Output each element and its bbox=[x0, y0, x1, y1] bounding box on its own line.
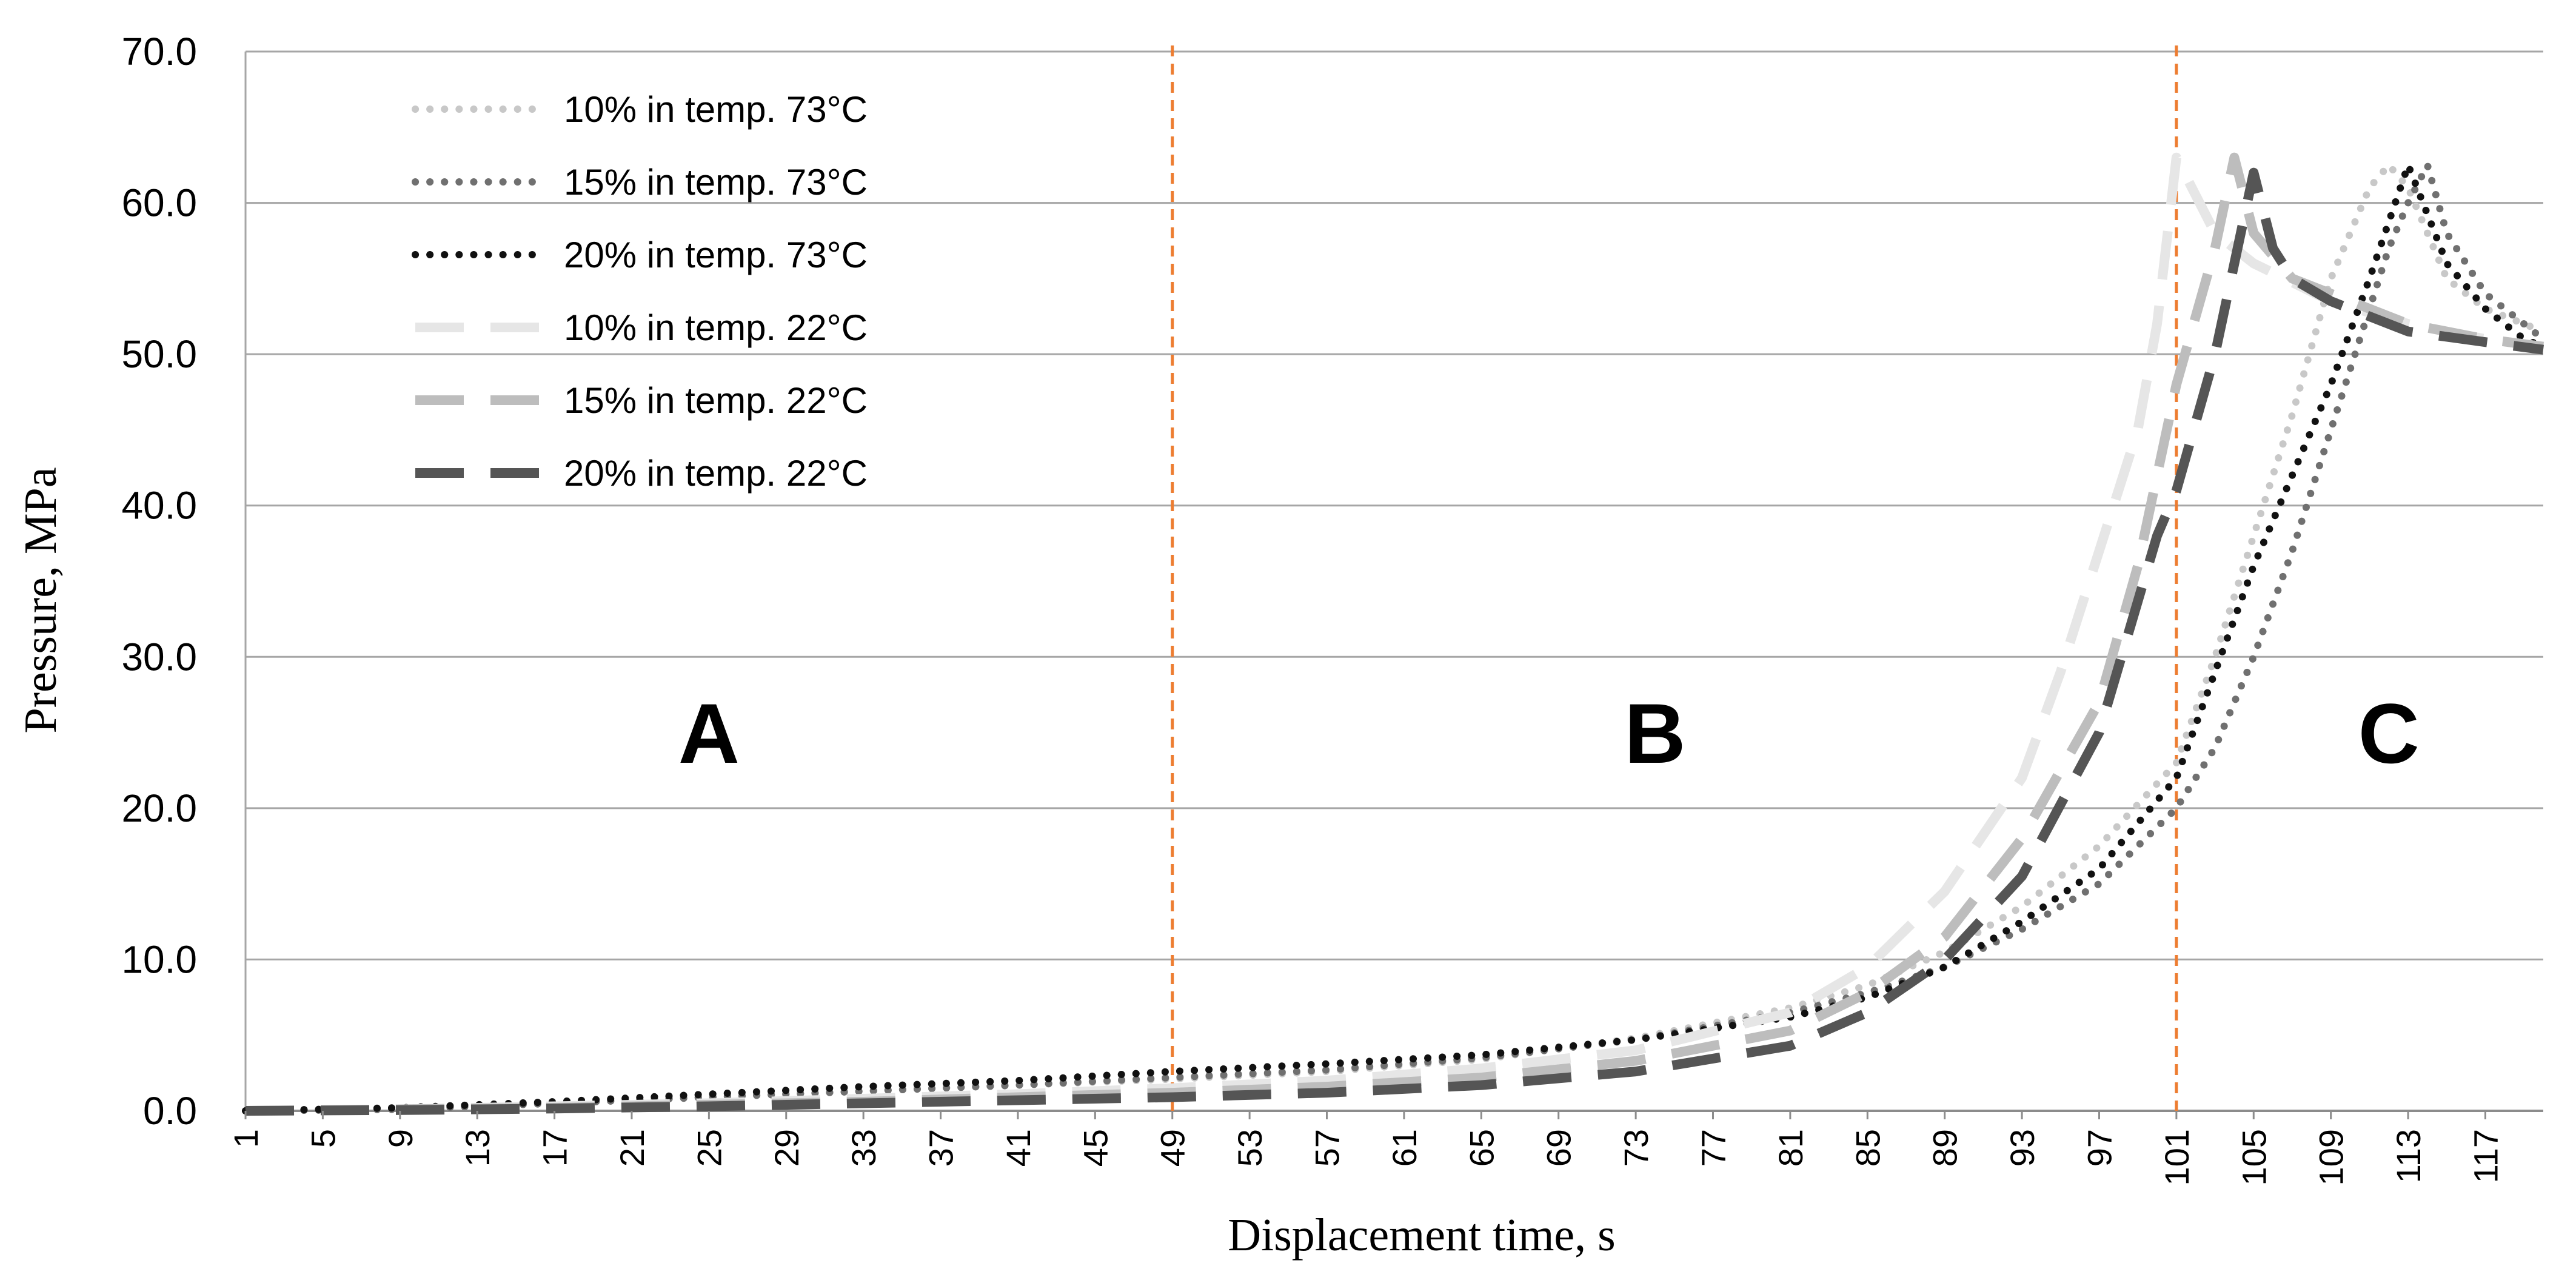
x-tick-label: 29 bbox=[768, 1129, 806, 1167]
x-tick-label: 81 bbox=[1771, 1129, 1810, 1167]
legend-label-4: 10% in temp. 22°C bbox=[564, 307, 868, 348]
y-tick-label: 40.0 bbox=[121, 484, 197, 528]
x-tick-label: 89 bbox=[1926, 1129, 1964, 1167]
x-tick-label: 21 bbox=[613, 1129, 651, 1167]
series-line-6 bbox=[245, 167, 2544, 1116]
region-labels: A B C bbox=[678, 686, 2420, 781]
y-axis-ticks: 0.0 10.0 20.0 30.0 40.0 50.0 60.0 70.0 bbox=[121, 30, 197, 1133]
x-tick-label: 9 bbox=[381, 1129, 420, 1148]
x-tick-label: 101 bbox=[2158, 1129, 2196, 1185]
x-tick-label: 5 bbox=[304, 1129, 342, 1148]
x-tick-label: 77 bbox=[1694, 1129, 1733, 1167]
x-tick-label: 1 bbox=[227, 1129, 265, 1148]
y-tick-label: 20.0 bbox=[121, 786, 197, 830]
x-tick-label: 49 bbox=[1154, 1129, 1192, 1167]
x-tick-label: 105 bbox=[2235, 1129, 2273, 1185]
x-tick-label: 73 bbox=[1617, 1129, 1655, 1167]
x-tick-label: 53 bbox=[1231, 1129, 1269, 1167]
series-group bbox=[242, 152, 2547, 1116]
series-line-3 bbox=[242, 161, 2547, 1114]
y-tick-label: 60.0 bbox=[121, 181, 197, 225]
y-tick-label: 50.0 bbox=[121, 332, 197, 376]
y-tick-label: 70.0 bbox=[121, 30, 197, 73]
series-line-5 bbox=[245, 152, 2544, 1116]
x-tick-label: 109 bbox=[2312, 1129, 2350, 1185]
x-tick-label: 117 bbox=[2466, 1129, 2504, 1183]
x-tick-label: 17 bbox=[536, 1129, 574, 1167]
x-tick-label: 85 bbox=[1848, 1129, 1887, 1167]
gridlines bbox=[246, 50, 2543, 1112]
y-axis-title: Pressure, MPa bbox=[15, 467, 66, 733]
x-tick-label: 25 bbox=[690, 1129, 728, 1167]
series-line-2 bbox=[242, 161, 2547, 1114]
legend: 10% in temp. 73°C 15% in temp. 73°C 20% in… bbox=[412, 89, 868, 494]
x-tick-label: 93 bbox=[2003, 1129, 2041, 1167]
legend-label-3: 20% in temp. 73°C bbox=[564, 235, 868, 275]
legend-label-6: 20% in temp. 22°C bbox=[564, 453, 868, 494]
x-tick-label: 65 bbox=[1462, 1129, 1500, 1167]
x-axis-title: Displacement time, s bbox=[1228, 1210, 1616, 1261]
x-tick-label: 97 bbox=[2080, 1129, 2118, 1167]
y-tick-label: 0.0 bbox=[143, 1089, 197, 1133]
legend-label-2: 15% in temp. 73°C bbox=[564, 162, 868, 203]
region-dividers bbox=[1171, 45, 2178, 1111]
x-axis-ticks: 1 5 9 13 17 21 25 29 33 37 41 45 49 53 57 61 65 69 73 77 81 8… bbox=[227, 1111, 2504, 1185]
region-label-b: B bbox=[1624, 686, 1685, 781]
x-tick-label: 13 bbox=[458, 1129, 497, 1167]
x-tick-label: 41 bbox=[999, 1129, 1037, 1167]
legend-label-1: 10% in temp. 73°C bbox=[564, 89, 868, 130]
x-tick-label: 69 bbox=[1540, 1129, 1578, 1167]
x-tick-label: 37 bbox=[922, 1129, 960, 1167]
x-tick-label: 113 bbox=[2389, 1129, 2427, 1183]
x-tick-label: 61 bbox=[1385, 1129, 1423, 1167]
x-tick-label: 45 bbox=[1076, 1129, 1114, 1167]
y-tick-label: 30.0 bbox=[121, 635, 197, 679]
x-tick-label: 57 bbox=[1308, 1129, 1347, 1167]
y-tick-label: 10.0 bbox=[121, 937, 197, 981]
legend-label-5: 15% in temp. 22°C bbox=[564, 380, 868, 421]
x-tick-label: 33 bbox=[845, 1129, 883, 1167]
region-label-c: C bbox=[2358, 686, 2420, 781]
region-label-a: A bbox=[678, 686, 740, 781]
